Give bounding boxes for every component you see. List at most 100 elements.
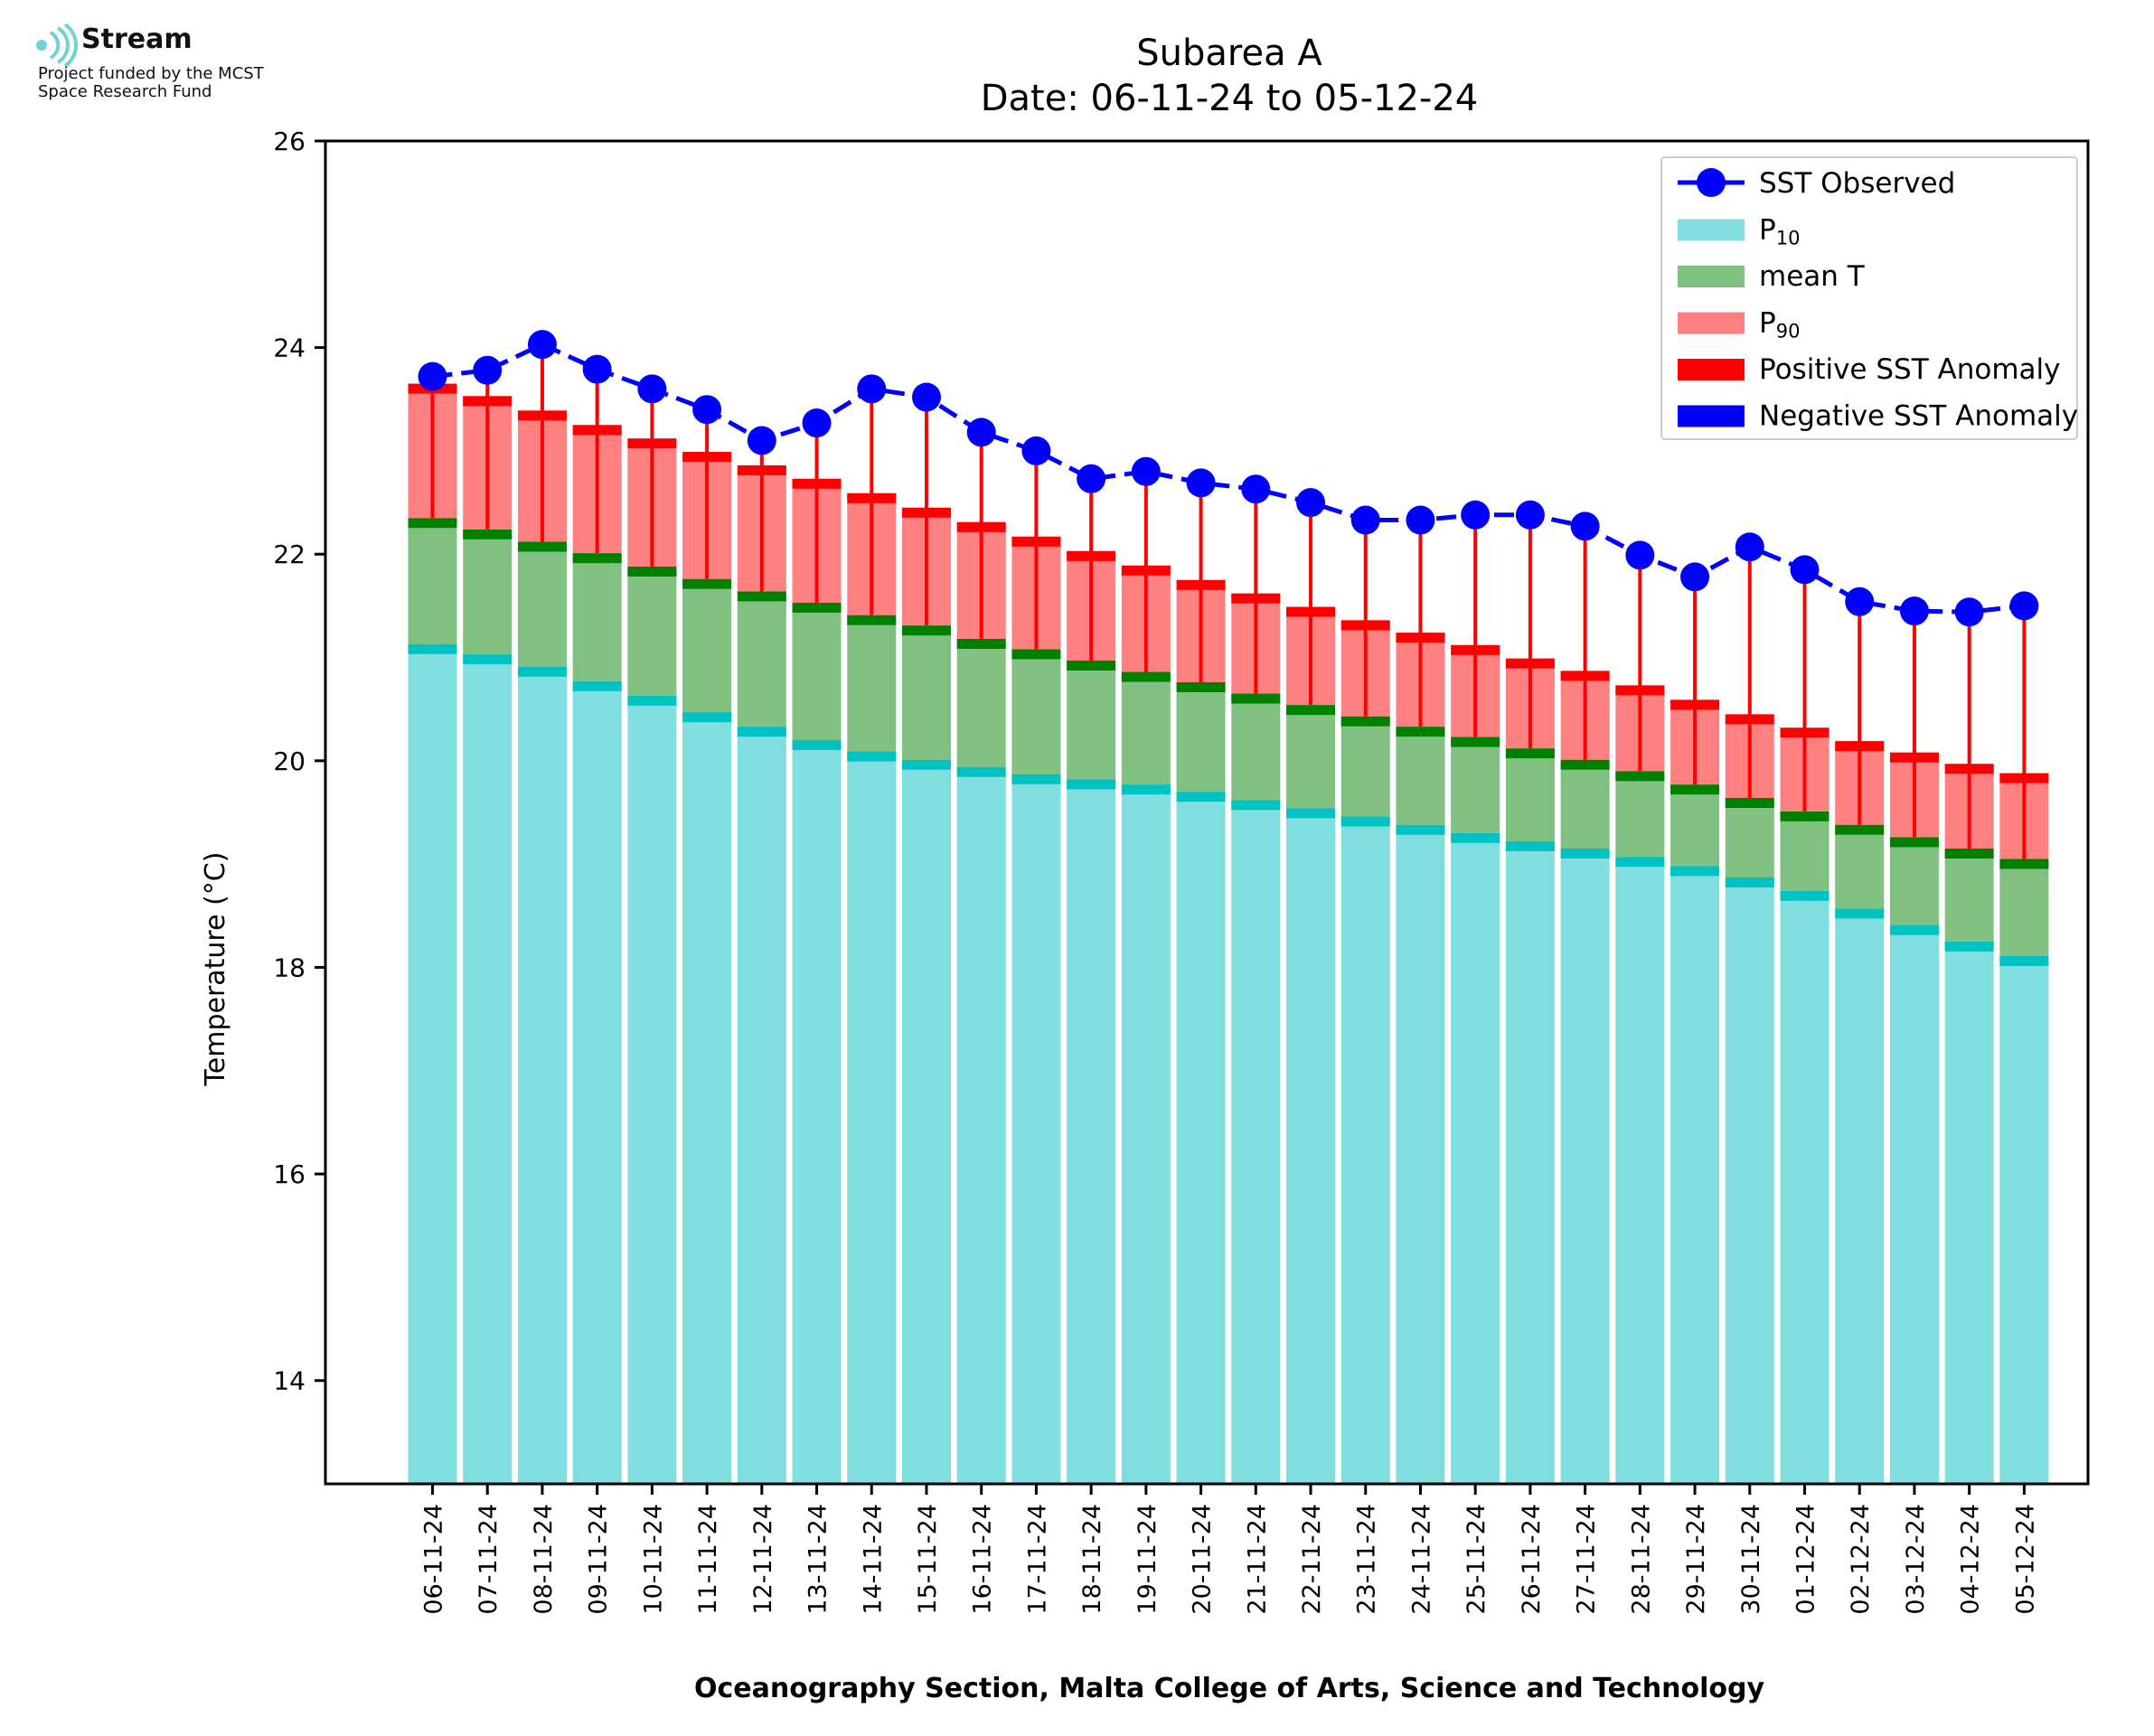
p10-bar	[1780, 890, 1829, 1484]
sst-observed-point	[1899, 596, 1929, 626]
sst-observed-point	[527, 330, 557, 360]
p10-bar	[1670, 866, 1720, 1484]
p10-bar	[517, 666, 567, 1484]
y-tick-label: 20	[273, 746, 306, 776]
mean-t-band	[1176, 681, 1226, 692]
sst-observed-point	[1131, 456, 1161, 486]
legend-swatch	[1678, 219, 1745, 241]
sst-observed-point	[1406, 505, 1435, 535]
mean-t-band	[1780, 811, 1829, 821]
sst-observed-point	[802, 408, 832, 438]
mean-t-bar	[1176, 681, 1226, 793]
mean-t-bar	[901, 625, 951, 760]
mean-t-bar	[1451, 737, 1500, 833]
x-tick-label: 28-11-24	[1627, 1504, 1655, 1615]
p10-band	[1011, 774, 1061, 784]
p10-bar	[1396, 824, 1445, 1484]
p10-band	[627, 695, 677, 706]
mean-t-band	[1670, 784, 1720, 795]
x-tick-label: 14-11-24	[859, 1504, 887, 1615]
p10-band	[847, 751, 897, 762]
p10-bar	[1999, 955, 2049, 1484]
logo-subtitle: Project funded by the MCST Space Researc…	[38, 65, 345, 101]
mean-t-bar	[1340, 716, 1390, 817]
mean-t-band	[1725, 797, 1774, 808]
y-tick-label: 24	[273, 333, 306, 363]
p10-band	[1231, 800, 1281, 811]
y-tick-label: 14	[273, 1366, 306, 1396]
x-tick-label: 09-11-24	[585, 1504, 613, 1615]
mean-t-bar	[517, 541, 567, 667]
x-tick-label: 03-12-24	[1902, 1504, 1930, 1615]
mean-t-band	[1889, 837, 1939, 848]
mean-t-bar	[627, 566, 677, 696]
sst-observed-point	[911, 382, 941, 412]
mean-t-bar	[1944, 849, 1994, 942]
mean-t-band	[517, 541, 567, 552]
mean-t-bar	[682, 578, 732, 713]
sst-observed-point	[1625, 540, 1655, 570]
x-tick-label: 29-11-24	[1682, 1504, 1710, 1615]
p10-bar	[1505, 841, 1555, 1484]
sst-observed-line	[432, 342, 2025, 615]
mean-t-bar	[1560, 759, 1610, 849]
sst-observed-point	[1461, 500, 1491, 530]
legend-label: Positive SST Anomaly	[1759, 353, 2060, 386]
p10-band	[1340, 816, 1390, 827]
logo-name: Stream	[81, 23, 193, 55]
mean-t-band	[737, 591, 786, 602]
mean-t-band	[408, 518, 457, 529]
mean-t-band	[1121, 671, 1171, 682]
sst-observed-point	[1077, 464, 1106, 493]
mean-t-band	[682, 578, 732, 589]
x-tick-label: 01-12-24	[1792, 1504, 1820, 1615]
sst-observed-point	[1350, 505, 1380, 535]
x-tick-label: 10-11-24	[639, 1504, 667, 1615]
p10-band	[1176, 792, 1226, 802]
mean-t-band	[901, 625, 951, 636]
x-tick-label: 26-11-24	[1518, 1504, 1546, 1615]
p10-bar	[463, 654, 513, 1484]
x-tick-label: 19-11-24	[1133, 1504, 1162, 1615]
mean-t-bar	[1231, 693, 1281, 801]
x-tick-label: 30-11-24	[1737, 1504, 1765, 1615]
p10-band	[1725, 877, 1774, 888]
legend-swatch	[1678, 359, 1745, 380]
x-tick-label: 06-11-24	[420, 1504, 448, 1615]
mean-t-bar	[408, 518, 457, 644]
sst-observed-point	[1735, 532, 1764, 562]
p10-band	[1780, 890, 1829, 901]
p10-bar	[1340, 816, 1390, 1484]
mean-t-bar	[1835, 824, 1885, 909]
mean-t-band	[847, 615, 897, 625]
p10-band	[901, 759, 951, 770]
mean-t-band	[792, 602, 842, 613]
mean-t-band	[1505, 748, 1555, 759]
p10-band	[1396, 824, 1445, 835]
y-tick-label: 22	[273, 540, 306, 569]
p10-band	[1944, 941, 1994, 952]
sst-observed-point	[418, 361, 447, 391]
legend-swatch	[1678, 405, 1745, 427]
p10-bar	[901, 759, 951, 1484]
p10-band	[463, 654, 513, 665]
sst-observed-point	[2009, 591, 2039, 621]
sst-observed-point	[857, 374, 887, 404]
stream-logo-icon	[36, 23, 78, 68]
x-tick-label: 22-11-24	[1298, 1504, 1326, 1615]
x-tick-label: 24-11-24	[1407, 1504, 1435, 1615]
p10-bar	[1231, 800, 1281, 1484]
sst-observed-point	[966, 418, 996, 447]
mean-t-band	[463, 529, 513, 540]
x-tick-label: 07-11-24	[475, 1504, 503, 1615]
sst-observed-point	[1680, 562, 1710, 592]
y-tick-label: 18	[273, 952, 306, 982]
mean-t-bar	[847, 615, 897, 752]
mean-t-band	[1396, 727, 1445, 737]
p10-band	[737, 727, 786, 737]
p10-bar	[792, 739, 842, 1484]
mean-t-bar	[463, 529, 513, 655]
y-axis-label: Temperature (°C)	[200, 852, 231, 1087]
sst-observed-point	[1241, 474, 1271, 504]
